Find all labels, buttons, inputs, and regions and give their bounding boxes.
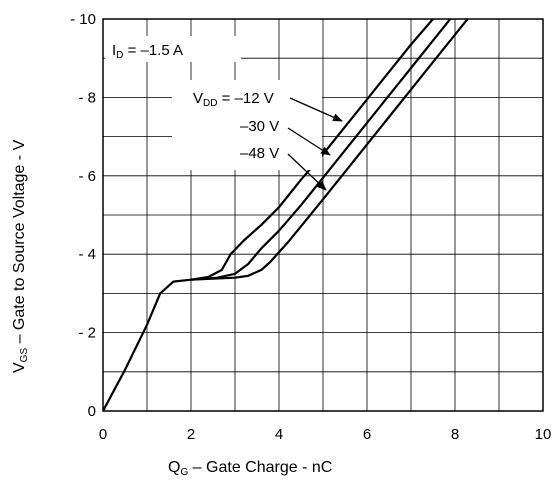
- series-line-3: [190, 19, 469, 281]
- x-tick-label: 6: [363, 426, 371, 443]
- y-tick-label: - 6: [78, 168, 96, 185]
- y-tick-label: - 4: [78, 246, 96, 263]
- arrow-12v: [289, 97, 343, 122]
- x-axis-title: QG – Gate Charge - nC: [168, 459, 332, 478]
- v48-label: –48 V: [240, 145, 279, 162]
- x-tick-label: 4: [275, 426, 283, 443]
- tick-labels: 0 2 4 6 8 10 0 - 2 - 4 - 6 - 8 - 10: [70, 11, 551, 443]
- series-line-1: [103, 19, 435, 411]
- curves: [103, 19, 469, 411]
- series-line-2: [190, 19, 452, 281]
- x-tick-label: 0: [99, 426, 107, 443]
- x-tick-label: 8: [451, 426, 459, 443]
- v30-label: –30 V: [240, 118, 279, 135]
- arrow-48v: [287, 153, 327, 191]
- y-tick-label: - 8: [78, 89, 96, 106]
- vdd-12v-label: VDD = –12 V: [193, 90, 274, 109]
- y-tick-label: 0: [88, 403, 96, 420]
- y-axis-title: VGS – Gate to Source Voltage - V: [11, 139, 30, 373]
- y-tick-label: - 10: [70, 11, 96, 28]
- x-tick-label: 2: [187, 426, 195, 443]
- arrow-30v: [287, 127, 331, 156]
- vdd-label-box: [172, 80, 322, 170]
- id-label-box: [105, 36, 241, 62]
- id-label: ID = –1.5 A: [112, 42, 183, 61]
- plot-frame: [102, 18, 544, 412]
- grid: [103, 19, 543, 411]
- y-tick-label: - 2: [78, 325, 96, 342]
- x-tick-label: 10: [535, 426, 552, 443]
